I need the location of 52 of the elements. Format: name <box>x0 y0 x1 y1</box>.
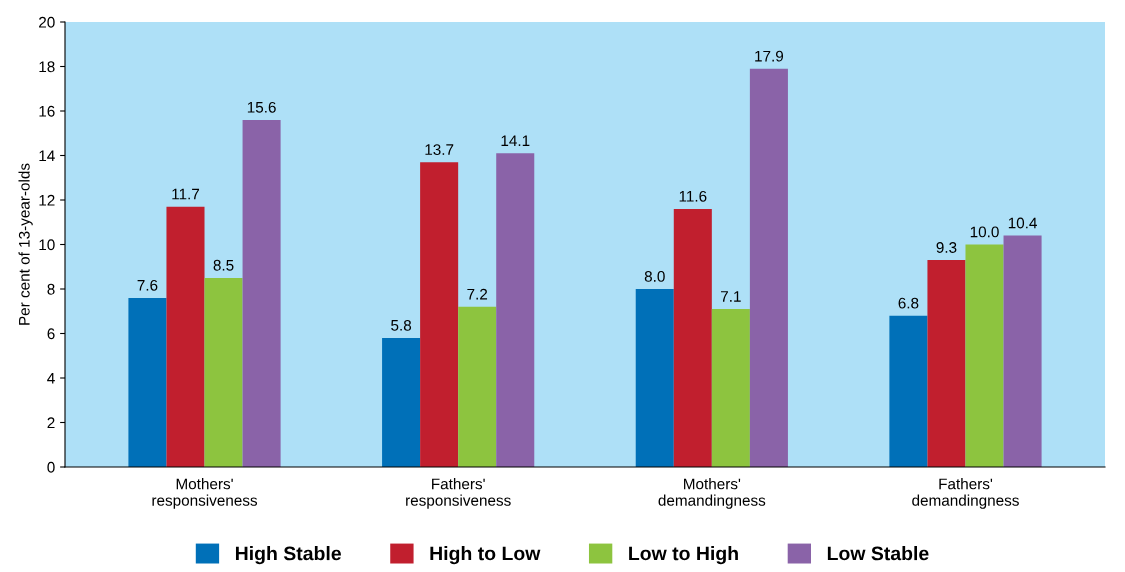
x-tick-label: Fathers' responsiveness <box>406 478 511 509</box>
bar <box>128 297 167 467</box>
y-tick-label: 2 <box>47 417 55 429</box>
y-tick-label: 6 <box>47 328 55 340</box>
bar <box>965 244 1004 467</box>
x-tick-label: Mothers' demandingness <box>658 478 766 509</box>
text: 5.8 <box>391 319 412 331</box>
bar <box>673 208 712 467</box>
x-tick-label: Mothers' responsiveness <box>152 478 258 509</box>
bar <box>496 153 535 467</box>
text: 10.4 <box>1008 217 1037 229</box>
bar <box>889 315 928 467</box>
y-tick-label: 20 <box>39 16 55 28</box>
y-axis-title: Per cent of 13-year-olds <box>18 163 33 325</box>
text: 6.8 <box>898 297 919 309</box>
text: 7.6 <box>137 279 158 291</box>
text: 15.6 <box>247 101 276 113</box>
bar <box>204 277 243 467</box>
y-tick-label: 12 <box>39 194 55 206</box>
bar <box>927 260 966 467</box>
text: 7.1 <box>721 291 741 302</box>
bar <box>420 162 459 467</box>
text: 8.0 <box>644 271 665 282</box>
y-tick-label: 16 <box>39 105 55 117</box>
text: 8.5 <box>213 259 234 271</box>
y-tick-label: 4 <box>47 373 55 384</box>
text: 17.9 <box>755 50 784 62</box>
bar <box>382 337 421 467</box>
bar <box>1003 235 1042 467</box>
bar <box>242 119 281 467</box>
text: 10.0 <box>970 226 999 238</box>
text: 11.7 <box>172 188 200 200</box>
y-tick-label: 14 <box>39 150 55 162</box>
text: 13.7 <box>425 144 454 155</box>
legend-label: High Stable <box>235 546 341 565</box>
y-tick-label: 8 <box>47 283 55 295</box>
bar <box>635 289 674 467</box>
bar <box>711 309 750 467</box>
bar <box>166 206 205 467</box>
x-tick-label: Fathers' demandingness <box>912 478 1019 509</box>
bar <box>749 68 788 467</box>
legend-label: High to Low <box>430 546 541 565</box>
legend-label: Low to High <box>629 546 738 565</box>
bar <box>458 306 497 467</box>
text: 14.1 <box>501 135 530 146</box>
legend-label: Low Stable <box>827 546 929 561</box>
text: 9.3 <box>936 242 957 253</box>
text: 11.6 <box>679 190 707 202</box>
y-tick-label: 10 <box>39 239 55 251</box>
y-tick-label: 0 <box>47 461 55 473</box>
y-tick-label: 18 <box>39 61 55 73</box>
text: 7.2 <box>467 288 488 300</box>
